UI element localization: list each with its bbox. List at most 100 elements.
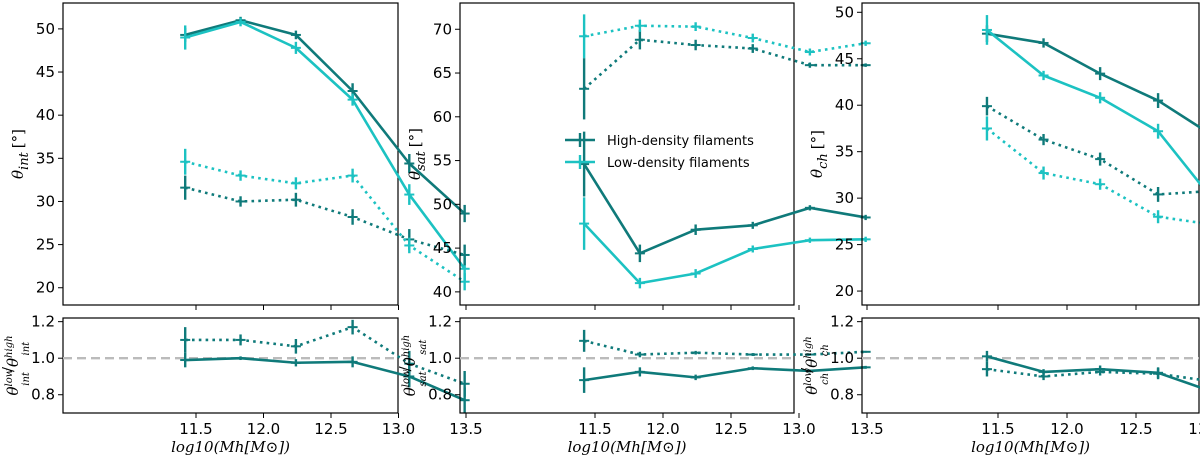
main-ytick-label: 20 bbox=[36, 279, 55, 297]
ratio-ylabel: θlow ch/θhigh ch bbox=[798, 336, 831, 394]
legend: High-density filaments Low-density filame… bbox=[565, 133, 754, 171]
ratio-ytick-label: 1.2 bbox=[428, 313, 452, 331]
ratio-ylabel-num_main: θ bbox=[4, 387, 22, 396]
xtick-label: 13.5 bbox=[449, 420, 482, 438]
main-series-line-dotted-high bbox=[184, 186, 466, 257]
ratio-ylabel-den_main: θ bbox=[4, 358, 22, 367]
ylabel-subscript: ch bbox=[816, 153, 831, 169]
ratio-ytick-label: 0.8 bbox=[428, 386, 452, 404]
ratio-ylabel-den_sub: int bbox=[21, 341, 32, 356]
main-ytick-label: 30 bbox=[835, 189, 854, 207]
ylabel-symbol: θ bbox=[9, 170, 27, 179]
main-ytick-label: 40 bbox=[36, 106, 55, 124]
main-series-line-dotted-low bbox=[583, 24, 866, 54]
legend-label-high: High-density filaments bbox=[607, 134, 754, 149]
xtick-label: 12.5 bbox=[714, 420, 747, 438]
x-axis-label: log10(Mh[M⊙]) bbox=[971, 438, 1090, 456]
ratio-series-line-solid bbox=[583, 366, 866, 382]
xtick-label: 12.0 bbox=[1050, 420, 1083, 438]
main-ytick-label: 35 bbox=[36, 149, 55, 167]
ratio-ylabel-num_sub: int bbox=[21, 371, 32, 386]
ratio-axes-frame bbox=[459, 317, 795, 414]
ratio-ylabel-slash: / bbox=[0, 366, 17, 372]
main-ytick-label: 40 bbox=[835, 96, 854, 114]
ratio-ylabel-num_main: θ bbox=[803, 386, 821, 395]
main-ylabel: θint [°] bbox=[9, 129, 32, 179]
main-ytick-label: 25 bbox=[835, 236, 854, 254]
xtick-label: 13.0 bbox=[1188, 420, 1200, 438]
ylabel-unit: [°] bbox=[406, 128, 424, 147]
ratio-series-line-dotted bbox=[583, 339, 866, 356]
main-ytick-label: 35 bbox=[835, 143, 854, 161]
ratio-series-line-solid bbox=[986, 355, 1200, 389]
ratio-ylabel-den_sub: ch bbox=[820, 344, 831, 356]
main-axes-frame bbox=[62, 2, 399, 306]
ratio-ylabel-num_main: θ bbox=[401, 387, 419, 396]
main-ytick-label: 60 bbox=[433, 108, 452, 126]
ratio-ylabel-den_sup: high bbox=[401, 335, 412, 357]
ratio-axes-frame bbox=[62, 317, 399, 414]
main-ylabel: θch [°] bbox=[808, 130, 831, 178]
xtick-label: 13.5 bbox=[850, 420, 883, 438]
xtick-label: 12.5 bbox=[1119, 420, 1152, 438]
ratio-ylabel-num_sup: low bbox=[4, 368, 15, 386]
ratio-ytick-label: 0.8 bbox=[31, 386, 55, 404]
ratio-ytick-label: 1.2 bbox=[31, 313, 55, 331]
main-ytick-label: 40 bbox=[433, 283, 452, 301]
ratio-ylabel-den_sub: sat bbox=[418, 339, 429, 355]
main-ytick-label: 50 bbox=[835, 3, 854, 21]
main-axes-frame bbox=[459, 2, 795, 306]
main-ytick-label: 45 bbox=[36, 63, 55, 81]
ratio-ylabel-den_sup: high bbox=[4, 335, 15, 357]
main-ytick-label: 50 bbox=[433, 195, 452, 213]
ylabel-symbol: θ bbox=[808, 169, 826, 178]
main-ytick-label: 25 bbox=[36, 236, 55, 254]
xtick-label: 13.0 bbox=[782, 420, 815, 438]
xtick-label: 12.5 bbox=[314, 420, 347, 438]
ylabel-subscript: sat bbox=[414, 151, 429, 171]
ratio-ylabel-slash: / bbox=[798, 367, 816, 373]
ratio-ytick-label: 1.0 bbox=[830, 349, 854, 367]
main-ytick-label: 45 bbox=[835, 50, 854, 68]
ratio-ytick-label: 1.0 bbox=[428, 349, 452, 367]
main-series-line-solid-low bbox=[583, 222, 866, 285]
ratio-ylabel-den_main: θ bbox=[401, 357, 419, 366]
xtick-label: 11.5 bbox=[179, 420, 212, 438]
xtick-label: 11.5 bbox=[981, 420, 1014, 438]
ratio-ylabel: θlow int/θhigh int bbox=[0, 335, 32, 395]
xtick-label: 11.5 bbox=[578, 420, 611, 438]
ratio-ylabel-den_main: θ bbox=[803, 359, 821, 368]
ylabel-symbol: θ bbox=[406, 171, 424, 180]
main-series-line-solid-high bbox=[184, 18, 466, 215]
ylabel-unit: [°] bbox=[9, 129, 27, 148]
ratio-series-line-dotted bbox=[986, 367, 1200, 381]
main-ytick-label: 55 bbox=[433, 152, 452, 170]
ratio-ylabel-slash: / bbox=[396, 365, 414, 371]
main-series-line-dotted-high bbox=[583, 38, 866, 90]
main-series-line-dotted-low bbox=[986, 127, 1200, 225]
x-axis-label: log10(Mh[M⊙]) bbox=[171, 438, 290, 456]
main-series-line-solid-high bbox=[986, 32, 1200, 129]
ratio-ylabel-num_sub: sat bbox=[418, 370, 429, 386]
main-series-line-solid-low bbox=[184, 20, 466, 270]
main-ytick-label: 30 bbox=[36, 192, 55, 210]
ratio-ylabel-num_sup: low bbox=[803, 367, 814, 385]
main-ytick-label: 65 bbox=[433, 64, 452, 82]
main-ytick-label: 20 bbox=[835, 282, 854, 300]
xtick-label: 12.0 bbox=[646, 420, 679, 438]
ratio-ylabel-num_sub: ch bbox=[820, 373, 831, 385]
main-ytick-label: 70 bbox=[433, 20, 452, 38]
ylabel-unit: [°] bbox=[808, 130, 826, 149]
main-series-line-solid-low bbox=[986, 28, 1200, 186]
ylabel-subscript: int bbox=[17, 151, 32, 170]
main-series-line-solid-high bbox=[583, 163, 866, 255]
main-ylabel: θsat [°] bbox=[406, 128, 429, 180]
x-axis-label: log10(Mh[M⊙]) bbox=[568, 438, 687, 456]
ratio-ylabel-den_sup: high bbox=[803, 336, 814, 358]
main-axes-frame bbox=[861, 2, 1200, 306]
ratio-ylabel: θlow sat/θhigh sat bbox=[396, 335, 429, 397]
ratio-axes-frame bbox=[861, 317, 1200, 414]
